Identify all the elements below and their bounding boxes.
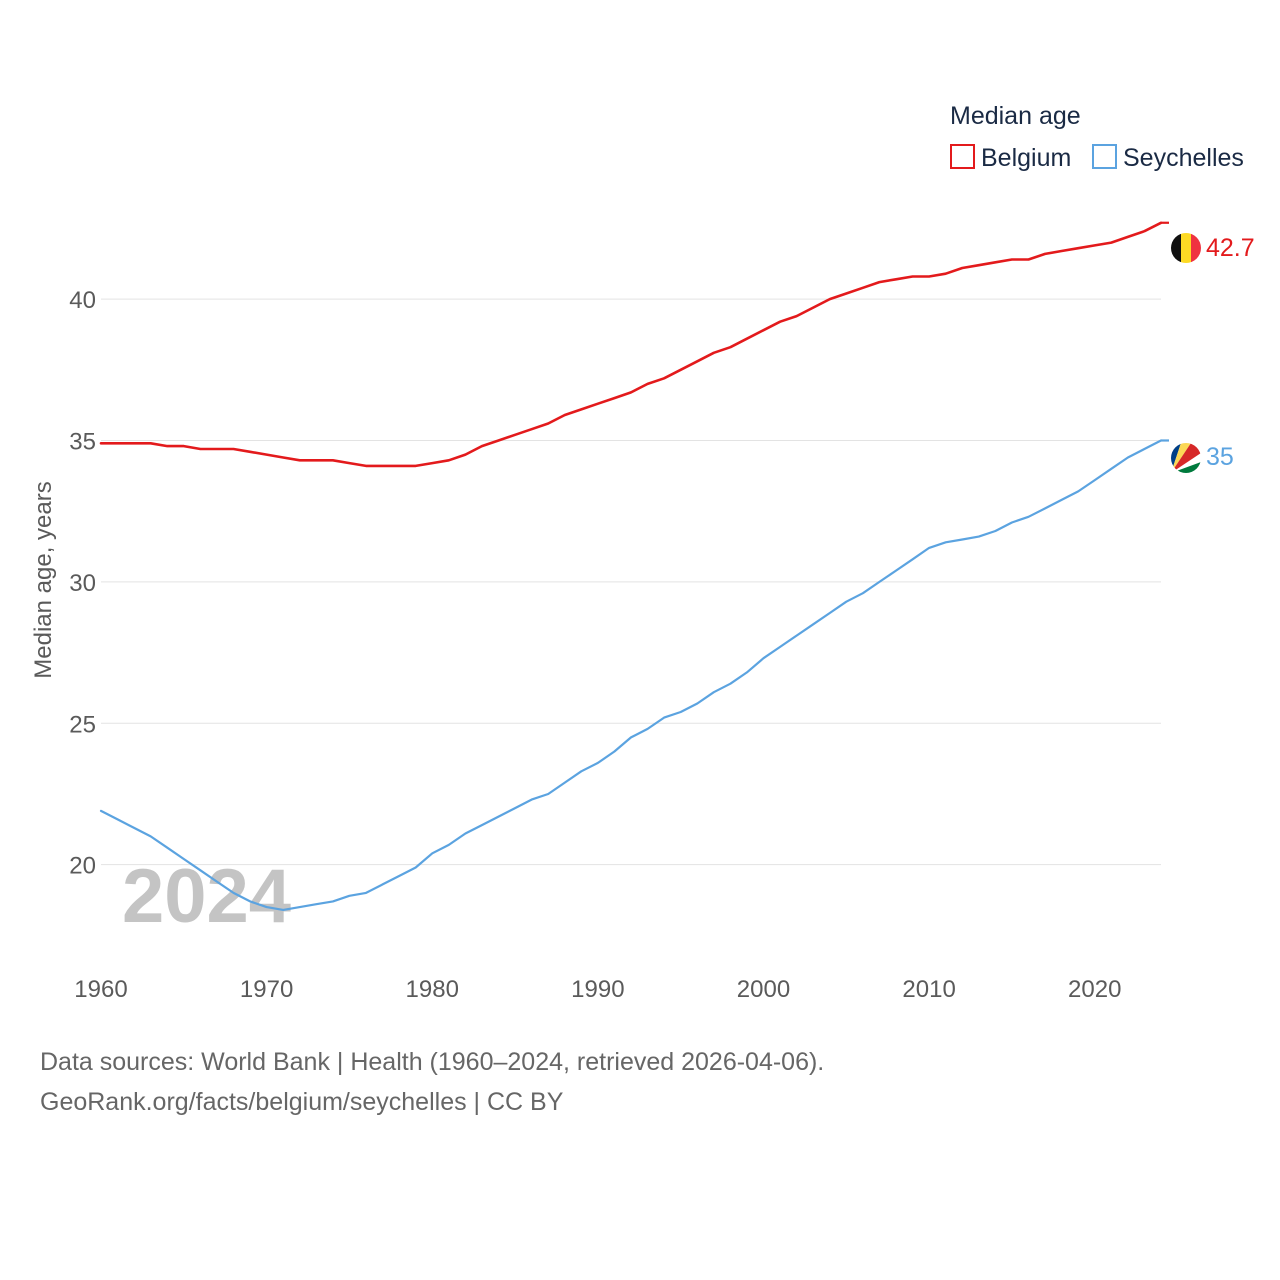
source-link[interactable]: GeoRank.org/facts/belgium/seychelles | C… <box>40 1088 564 1116</box>
gridlines <box>101 298 1161 866</box>
legend-label-belgium: Belgium <box>981 144 1071 172</box>
series-line-seychelles[interactable] <box>99 439 1163 911</box>
y-axis-label: Median age, years <box>30 481 57 678</box>
legend-item-belgium[interactable]: Belgium <box>950 144 1071 172</box>
x-tick-label: 1980 <box>406 976 459 1003</box>
x-tick-label: 1970 <box>240 976 293 1003</box>
legend: Median age Belgium Seychelles <box>950 102 1244 172</box>
y-tick-label: 30 <box>69 570 96 597</box>
x-tick-label: 2020 <box>1068 976 1121 1003</box>
legend-title: Median age <box>950 102 1081 130</box>
y-tick-label: 35 <box>69 428 96 455</box>
series-lines <box>99 221 1169 911</box>
footer: Data sources: World Bank | Health (1960–… <box>40 1042 824 1122</box>
x-tick-label: 2010 <box>902 976 955 1003</box>
x-axis: 1960 1970 1980 1990 2000 2010 2020 <box>74 976 1121 1003</box>
data-sources-note: Data sources: World Bank | Health (1960–… <box>40 1048 825 1076</box>
legend-swatch-seychelles <box>1092 144 1117 169</box>
seychelles-end-value: 35 <box>1206 443 1234 471</box>
y-tick-label: 25 <box>69 711 96 738</box>
y-tick-label: 40 <box>69 287 96 314</box>
seychelles-flag-icon <box>1171 443 1201 473</box>
legend-item-seychelles[interactable]: Seychelles <box>1092 144 1244 172</box>
y-tick-label: 20 <box>69 853 96 880</box>
legend-label-seychelles: Seychelles <box>1123 144 1244 172</box>
x-tick-label: 1990 <box>571 976 624 1003</box>
legend-swatch-belgium <box>950 144 975 169</box>
year-watermark: 2024 <box>122 854 291 939</box>
x-tick-label: 1960 <box>74 976 127 1003</box>
series-line-belgium[interactable] <box>99 221 1163 468</box>
x-tick-label: 2000 <box>737 976 790 1003</box>
belgium-flag-icon <box>1171 233 1201 263</box>
chart: 2024 20 25 30 35 40 1960 1970 1980 1990 2000 2010… <box>30 102 1255 1003</box>
y-axis: 20 25 30 35 40 <box>69 287 96 880</box>
belgium-end-value: 42.7 <box>1206 234 1255 262</box>
